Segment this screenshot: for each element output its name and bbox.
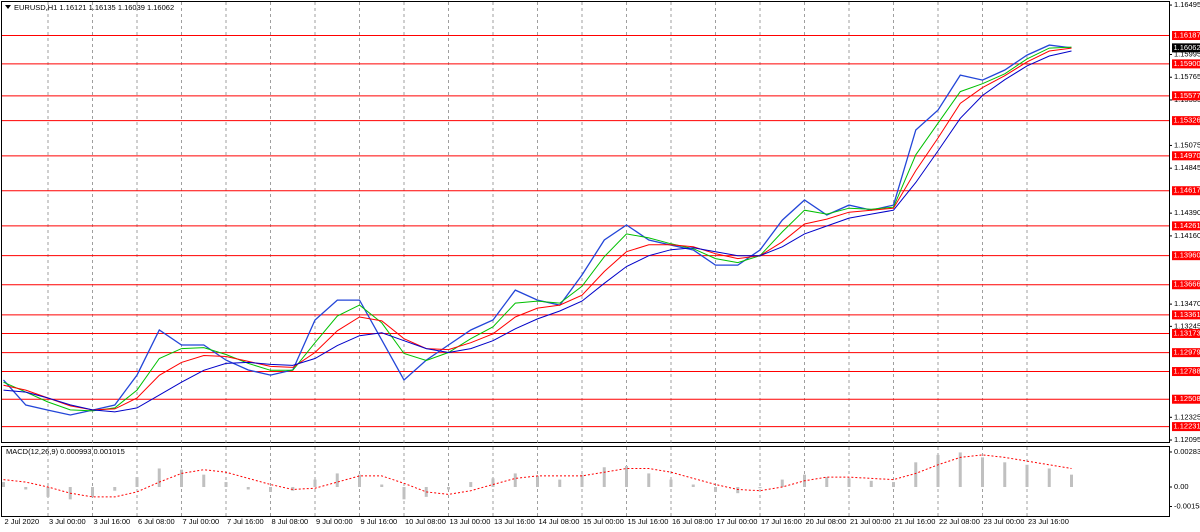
y-tick-label: 1.15075 [1174, 140, 1200, 149]
histogram-bar [937, 455, 940, 487]
x-tick-label: 9 Jul 00:00 [316, 517, 353, 526]
histogram-bar [180, 470, 183, 487]
histogram-bar [469, 482, 472, 487]
histogram-bar [2, 482, 5, 487]
chart-title: EURUSD,H1 1.16121 1.16135 1.16039 1.1606… [14, 3, 174, 12]
x-tick-label: 22 Jul 08:00 [939, 517, 980, 526]
x-tick-label: 3 Jul 16:00 [94, 517, 131, 526]
x-tick-label: 8 Jul 08:00 [272, 517, 309, 526]
x-tick-label: 3 Jul 00:00 [49, 517, 86, 526]
histogram-bar [848, 478, 851, 487]
y-tick-label: -0.00158 [1174, 501, 1200, 510]
y-tick-label: 1.15765 [1174, 72, 1200, 81]
y-tick-label: 0.002837 [1174, 447, 1200, 456]
histogram-bar [647, 473, 650, 487]
histogram-bar [536, 476, 539, 487]
level-label: 1.16187 [1174, 30, 1200, 39]
x-tick-label: 15 Jul 00:00 [583, 517, 624, 526]
histogram-bar [914, 462, 917, 487]
x-tick-label: 15 Jul 16:00 [628, 517, 669, 526]
histogram-bar [403, 487, 406, 499]
y-tick-label: 1.14160 [1174, 231, 1200, 240]
x-tick-label: 9 Jul 16:00 [361, 517, 398, 526]
histogram-bar [1048, 468, 1051, 487]
x-tick-label: 10 Jul 08:00 [405, 517, 446, 526]
price-label: 1.16062 [1174, 43, 1200, 52]
histogram-bar [247, 487, 250, 489]
y-tick-label: 1.12325 [1174, 412, 1200, 421]
histogram-bar [759, 487, 762, 488]
x-tick-label: 7 Jul 00:00 [183, 517, 220, 526]
histogram-bar [581, 475, 584, 487]
macd-title: MACD(12,26,9) 0.000993 0.001015 [6, 447, 125, 456]
histogram-bar [158, 468, 161, 487]
level-label: 1.14617 [1174, 186, 1200, 195]
histogram-bar [91, 487, 94, 497]
x-tick-label: 17 Jul 16:00 [761, 517, 802, 526]
level-label: 1.13173 [1174, 328, 1200, 337]
x-tick-label: 13 Jul 00:00 [450, 517, 491, 526]
histogram-bar [603, 467, 606, 487]
x-tick-label: 21 Jul 16:00 [895, 517, 936, 526]
level-label: 1.12788 [1174, 367, 1200, 376]
level-label: 1.15326 [1174, 116, 1200, 125]
histogram-bar [225, 482, 228, 487]
level-label: 1.13361 [1174, 310, 1200, 319]
histogram-bar [336, 473, 339, 487]
y-tick-label: 0.00 [1174, 482, 1189, 491]
histogram-bar [202, 475, 205, 487]
level-label: 1.12979 [1174, 348, 1200, 357]
x-tick-label: 2 Jul 2020 [5, 517, 40, 526]
x-tick-label: 16 Jul 08:00 [672, 517, 713, 526]
histogram-bar [1026, 465, 1029, 487]
histogram-bar [714, 487, 717, 492]
y-tick-label: 1.13470 [1174, 299, 1200, 308]
histogram-bar [670, 480, 673, 487]
x-tick-label: 20 Jul 08:00 [806, 517, 847, 526]
histogram-bar [825, 477, 828, 487]
histogram-bar [692, 485, 695, 487]
level-label: 1.15900 [1174, 59, 1200, 68]
level-label: 1.13960 [1174, 251, 1200, 260]
x-tick-label: 6 Jul 08:00 [138, 517, 175, 526]
histogram-bar [892, 482, 895, 487]
histogram-bar [514, 473, 517, 487]
level-label: 1.12231 [1174, 422, 1200, 431]
y-tick-label: 1.14390 [1174, 208, 1200, 217]
histogram-bar [24, 487, 27, 489]
histogram-bar [981, 457, 984, 487]
histogram-bar [736, 487, 739, 493]
y-tick-label: 1.14845 [1174, 163, 1200, 172]
x-tick-label: 23 Jul 16:00 [1028, 517, 1069, 526]
histogram-bar [1003, 462, 1006, 487]
x-tick-label: 17 Jul 00:00 [717, 517, 758, 526]
level-label: 1.14970 [1174, 151, 1200, 160]
histogram-bar [781, 480, 784, 487]
level-label: 1.12508 [1174, 394, 1200, 403]
histogram-bar [1070, 475, 1073, 487]
y-tick-label: 1.12095 [1174, 435, 1200, 444]
histogram-bar [492, 478, 495, 487]
level-label: 1.13666 [1174, 280, 1200, 289]
x-tick-label: 21 Jul 00:00 [850, 517, 891, 526]
histogram-bar [47, 487, 50, 497]
histogram-bar [558, 480, 561, 487]
histogram-bar [314, 480, 317, 487]
x-tick-label: 13 Jul 16:00 [494, 517, 535, 526]
histogram-bar [136, 477, 139, 487]
histogram-bar [113, 487, 116, 491]
y-tick-label: 1.16495 [1174, 0, 1200, 9]
x-tick-label: 7 Jul 16:00 [227, 517, 264, 526]
x-tick-label: 23 Jul 00:00 [984, 517, 1025, 526]
level-label: 1.15577 [1174, 91, 1200, 100]
histogram-bar [269, 487, 272, 492]
histogram-bar [380, 485, 383, 487]
level-label: 1.14261 [1174, 221, 1200, 230]
histogram-bar [870, 481, 873, 487]
histogram-bar [447, 487, 450, 489]
x-tick-label: 14 Jul 08:00 [539, 517, 580, 526]
